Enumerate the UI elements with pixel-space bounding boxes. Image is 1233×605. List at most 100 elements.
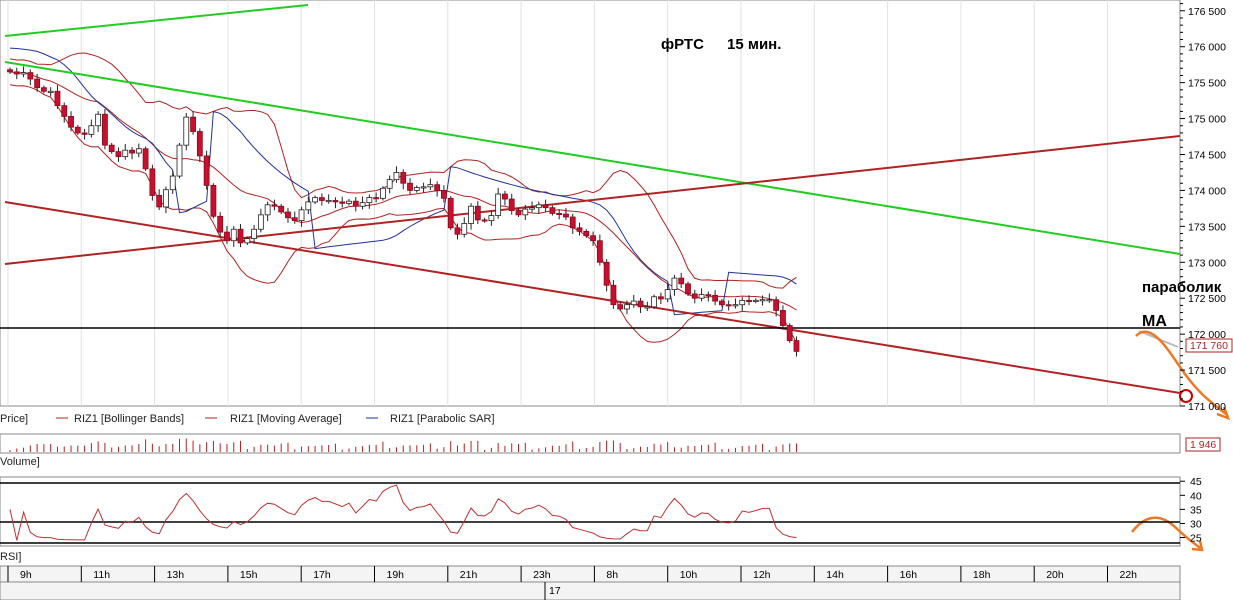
candle-body [773, 299, 780, 311]
candle-body [346, 200, 352, 204]
volume-bar [341, 449, 343, 452]
volume-bar [179, 438, 180, 452]
price-tick-label: 176 500 [1188, 6, 1226, 18]
candle-body [732, 304, 739, 307]
forecast-annotations [1131, 330, 1231, 552]
legend-sar: RIZ1 [Parabolic SAR] [390, 413, 495, 425]
time-tick-label: 12h [753, 569, 771, 581]
candle-body [712, 294, 719, 302]
candle-body [474, 205, 481, 221]
candle-body [278, 205, 285, 213]
candle-body [251, 228, 257, 239]
candle-body [61, 105, 68, 117]
price-axis: 176 500 176 000 175 500 175 000 174 500 174 0… [1180, 3, 1226, 413]
volume-bar [694, 446, 696, 452]
volume-bar [382, 441, 384, 452]
volume-bar [497, 443, 499, 452]
forecast-arrow-price [1135, 330, 1227, 415]
volume-bar [741, 446, 743, 452]
volume-bar [518, 444, 519, 452]
price-tick-label: 172 000 [1188, 329, 1226, 341]
time-tick-label: 13h [167, 569, 185, 581]
candle-body [291, 217, 298, 222]
candle-body [34, 78, 41, 89]
candle-body [542, 204, 549, 209]
volume-bar [375, 444, 377, 452]
time-tick-label: 21h [460, 569, 478, 581]
volume-bar [145, 439, 147, 452]
candle-body [651, 296, 657, 308]
candle-body [68, 116, 74, 128]
candle-body [780, 310, 786, 326]
volume-bar [267, 444, 269, 452]
rsi-axis: 45 40 35 30 25 [1180, 476, 1202, 545]
volume-bar [660, 444, 662, 452]
volume-bar [728, 448, 730, 452]
volume-bar [260, 444, 262, 452]
candle-body [583, 230, 590, 237]
candle-body [596, 240, 603, 263]
volume-bar [117, 446, 119, 452]
rsi-tick-label: 45 [1190, 476, 1202, 488]
volume-bar [56, 446, 58, 452]
volume-tag: 1 946 [1185, 437, 1221, 452]
legend-rsi: RSI] [0, 551, 21, 563]
volume-bar [395, 447, 397, 452]
price-tick-label: 175 500 [1188, 78, 1226, 90]
volume-bar [9, 450, 11, 452]
forecast-arrow-head [1216, 406, 1231, 421]
price-tick-label: 173 500 [1188, 221, 1226, 233]
volume-bar [185, 438, 187, 452]
volume-bar [762, 443, 764, 452]
candle-body [210, 184, 217, 217]
indicator-lines [9, 47, 797, 343]
time-tick-label: 20h [1046, 569, 1064, 581]
price-tick-label: 174 500 [1188, 149, 1226, 161]
forecast-arrow-rsi [1131, 516, 1201, 549]
candle-body [535, 204, 542, 209]
volume-bar [219, 443, 221, 452]
candle-body [163, 189, 169, 208]
volume-bar [368, 444, 370, 452]
legend-volume: Volume] [0, 456, 40, 468]
candle-body [624, 304, 630, 310]
time-tick-label: 17h [313, 569, 331, 581]
candle-body [74, 126, 81, 134]
candle-body [447, 197, 454, 229]
volume-bar [477, 440, 479, 452]
candle-body [400, 172, 407, 184]
price-tick-label: 175 000 [1188, 114, 1226, 126]
candle-body [122, 149, 129, 158]
volume-bar [592, 446, 594, 452]
candle-body [373, 197, 380, 200]
candle-body [495, 193, 502, 216]
volume-last-label: 1 946 [1190, 439, 1216, 451]
legend: Price] RIZ1 [Bollinger Bands] RIZ1 [Movi… [0, 413, 495, 563]
candle-body [508, 198, 515, 211]
candle-body [739, 299, 746, 306]
candle-body [27, 72, 34, 80]
volume-bar [429, 443, 431, 452]
time-tick-label: 15h [240, 569, 258, 581]
candle-body [352, 200, 359, 207]
candle-body [413, 187, 420, 191]
volume-bar [301, 446, 303, 452]
legend-price: Price] [0, 413, 28, 425]
candle-body [393, 172, 400, 181]
candle-body [752, 299, 759, 302]
volume-bar [768, 450, 770, 452]
legend-ma: RIZ1 [Moving Average] [230, 413, 342, 425]
volume-bar [84, 445, 86, 452]
candle-body [379, 187, 386, 199]
candle-body [325, 200, 332, 203]
candle-body [671, 277, 678, 290]
volume-bar [402, 445, 404, 452]
candle-body [149, 168, 156, 196]
forecast-arrow-rsi-head [1191, 540, 1204, 552]
candle-body [108, 144, 115, 153]
volume-bar [599, 442, 601, 452]
candle-body [7, 69, 13, 73]
volume-bar [579, 449, 581, 452]
candle-body [129, 149, 135, 154]
volume-bar [653, 443, 655, 452]
